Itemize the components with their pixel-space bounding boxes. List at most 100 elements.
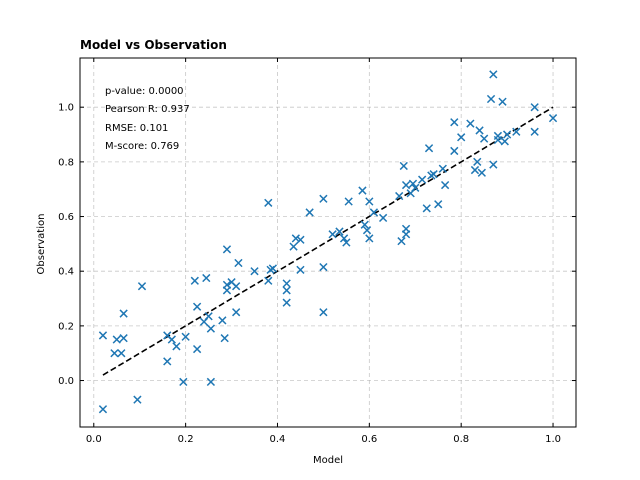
data-point-marker bbox=[401, 224, 411, 233]
data-point-marker bbox=[192, 302, 202, 311]
stat-rmse: RMSE: 0.101 bbox=[105, 123, 168, 134]
data-point-marker bbox=[282, 286, 291, 295]
data-point-marker bbox=[202, 273, 211, 283]
data-point-marker bbox=[112, 335, 121, 344]
data-point-marker bbox=[450, 118, 459, 127]
data-point-marker bbox=[133, 395, 142, 404]
data-point-marker bbox=[305, 208, 314, 217]
reference-line-layer bbox=[102, 106, 554, 376]
x-axis-label: Model bbox=[313, 455, 343, 466]
axis-ticks: 0.0 0.2 0.4 0.6 0.8 1.0 0.0 0.2 0.4 0.6 0.8 1.0 bbox=[58, 58, 576, 445]
data-point-marker bbox=[344, 197, 353, 206]
y-tick-label: 0.8 bbox=[58, 157, 74, 168]
data-point-marker bbox=[477, 168, 486, 177]
stats-annotation: p-value: 0.0000 Pearson R: 0.937 RMSE: 0… bbox=[105, 86, 190, 152]
data-point-marker bbox=[119, 309, 128, 318]
data-point-marker bbox=[457, 133, 466, 142]
data-point-marker bbox=[408, 179, 418, 188]
chart-title: Model vs Observation bbox=[80, 38, 227, 52]
data-point-marker bbox=[339, 234, 349, 243]
data-point-marker bbox=[502, 130, 512, 139]
data-point-marker bbox=[117, 349, 126, 358]
data-point-marker bbox=[296, 235, 305, 244]
data-point-marker bbox=[264, 198, 273, 207]
data-point-marker bbox=[489, 160, 498, 169]
grid bbox=[80, 58, 576, 427]
data-point-marker bbox=[172, 342, 181, 351]
y-axis-label: Observation bbox=[36, 214, 47, 275]
data-point-marker bbox=[466, 119, 475, 128]
data-point-marker bbox=[222, 245, 232, 254]
x-tick-label: 0.4 bbox=[270, 434, 286, 445]
data-point-marker bbox=[98, 405, 108, 414]
data-point-marker bbox=[530, 103, 539, 112]
x-tick-label: 1.0 bbox=[545, 434, 561, 445]
data-point-marker bbox=[163, 357, 172, 366]
data-point-marker bbox=[360, 220, 369, 229]
data-point-marker bbox=[429, 170, 438, 179]
data-point-marker bbox=[365, 197, 374, 206]
data-point-marker bbox=[335, 227, 344, 236]
data-point-marker bbox=[218, 316, 227, 325]
y-tick-label: 0.2 bbox=[58, 321, 74, 332]
data-point-marker bbox=[480, 134, 489, 143]
x-tick-label: 0.0 bbox=[86, 434, 102, 445]
data-point-marker bbox=[110, 349, 119, 358]
data-point-marker bbox=[399, 161, 408, 171]
data-point-marker bbox=[181, 332, 190, 341]
data-point-marker bbox=[319, 308, 328, 317]
data-point-marker bbox=[358, 186, 367, 195]
data-point-marker bbox=[548, 114, 558, 123]
data-point-marker bbox=[190, 276, 199, 285]
data-point-marker bbox=[378, 213, 388, 223]
data-points bbox=[98, 70, 558, 414]
data-point-marker bbox=[397, 237, 406, 246]
x-tick-label: 0.8 bbox=[453, 434, 469, 445]
data-point-marker bbox=[167, 335, 176, 344]
data-point-marker bbox=[411, 183, 420, 192]
data-point-marker bbox=[530, 127, 539, 136]
data-point-marker bbox=[222, 286, 232, 295]
data-point-marker bbox=[498, 97, 507, 106]
x-tick-label: 0.2 bbox=[178, 434, 194, 445]
y-tick-label: 0.4 bbox=[58, 267, 74, 278]
data-point-marker bbox=[434, 200, 443, 209]
data-point-marker bbox=[422, 204, 431, 213]
data-point-marker bbox=[438, 164, 447, 173]
data-point-marker bbox=[424, 144, 434, 153]
data-point-marker bbox=[137, 282, 147, 291]
data-point-marker bbox=[234, 258, 243, 268]
data-point-marker bbox=[206, 324, 216, 333]
data-point-marker bbox=[264, 276, 273, 285]
stat-m-score: M-score: 0.769 bbox=[105, 141, 179, 152]
one-to-one-line bbox=[102, 106, 554, 376]
data-point-marker bbox=[179, 377, 188, 387]
y-tick-label: 1.0 bbox=[58, 103, 74, 114]
data-point-marker bbox=[319, 262, 328, 272]
stat-pearson-r: Pearson R: 0.937 bbox=[105, 104, 190, 115]
y-tick-label: 0.6 bbox=[58, 212, 74, 223]
data-point-marker bbox=[418, 175, 427, 184]
data-point-marker bbox=[365, 234, 374, 243]
data-point-marker bbox=[450, 146, 459, 156]
data-point-marker bbox=[289, 242, 298, 251]
y-tick-label: 0.0 bbox=[58, 376, 74, 387]
data-point-marker bbox=[500, 137, 509, 146]
data-point-marker bbox=[268, 264, 278, 273]
data-point-marker bbox=[362, 226, 372, 235]
data-point-marker bbox=[232, 282, 241, 291]
data-point-marker bbox=[119, 334, 128, 343]
data-point-marker bbox=[369, 208, 379, 217]
data-point-marker bbox=[206, 377, 216, 387]
data-point-marker bbox=[204, 312, 213, 321]
stat-p-value: p-value: 0.0000 bbox=[105, 86, 184, 97]
data-point-marker bbox=[220, 334, 229, 343]
plot-area-frame bbox=[79, 57, 577, 428]
data-point-marker bbox=[473, 157, 482, 166]
data-point-marker bbox=[440, 180, 450, 190]
data-point-marker bbox=[470, 165, 480, 175]
data-point-marker bbox=[512, 127, 521, 136]
data-point-marker bbox=[291, 234, 300, 243]
data-point-marker bbox=[282, 298, 291, 307]
